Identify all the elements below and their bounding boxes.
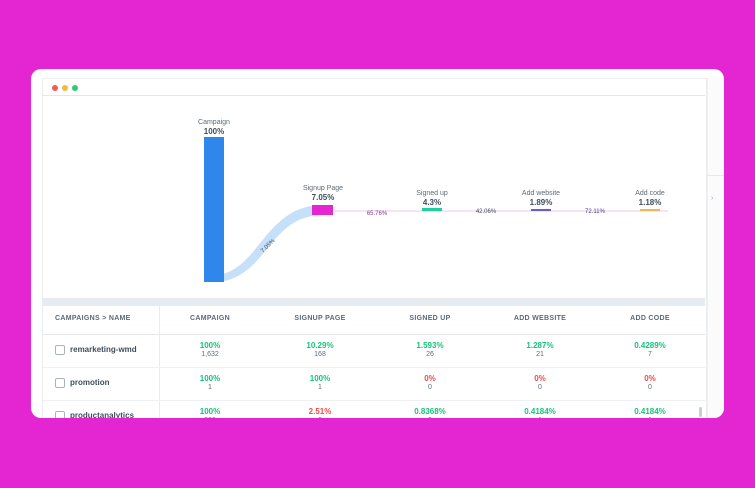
cell-percent: 0%: [424, 374, 436, 383]
column-header-signed-up[interactable]: SIGNED UP: [409, 315, 451, 322]
section-divider: [43, 298, 705, 306]
step-pct: 100%: [204, 127, 224, 136]
column-header-add-code[interactable]: ADD CODE: [630, 315, 670, 322]
step-pct: 7.05%: [312, 193, 335, 202]
flow-rate-label: 65.76%: [367, 211, 388, 217]
step-label: Signup Page: [303, 185, 343, 192]
table-cell: 100% 239: [155, 407, 265, 418]
table-cell: 10.29% 168: [265, 341, 375, 358]
table-cell: 100% 1: [265, 374, 375, 391]
cell-count: 1,632: [201, 351, 219, 358]
table-cell: 100% 1: [155, 374, 265, 391]
cell-percent: 2.51%: [308, 407, 332, 416]
cell-percent: 100%: [199, 407, 221, 416]
row-checkbox[interactable]: [55, 378, 65, 388]
table-cell: 1.593% 26: [375, 341, 485, 358]
side-panel: [707, 78, 724, 418]
table-row: promotion 100% 1 100% 1 0% 0 0% 0 0% 0: [43, 368, 705, 401]
cell-percent: 0.8368%: [414, 407, 446, 416]
scrollbar[interactable]: [699, 407, 702, 417]
main-panel: [42, 78, 707, 418]
step-pct: 4.3%: [423, 198, 441, 207]
add-website-bar[interactable]: [531, 209, 551, 211]
cell-count: 26: [426, 351, 434, 358]
divider: [707, 175, 724, 176]
cell-count: 1: [595, 417, 705, 418]
cell-count: 0: [538, 384, 542, 391]
cell-percent: 0%: [534, 374, 546, 383]
cell-count: 7: [648, 351, 652, 358]
column-header-campaign[interactable]: CAMPAIGN: [190, 315, 230, 322]
cell-percent: 100%: [309, 374, 331, 383]
table-row: remarketing-wmd 100% 1,632 10.29% 168 1.…: [43, 335, 705, 368]
campaign-name[interactable]: productanalytics: [70, 411, 135, 418]
table-cell: 0% 0: [595, 374, 705, 391]
table-cell: 2.51% 6: [265, 407, 375, 418]
cell-percent: 0.4184%: [524, 407, 556, 416]
cell-count: 1: [208, 384, 212, 391]
signup-page-bar[interactable]: [312, 205, 333, 215]
cell-count: 2: [375, 417, 485, 418]
table-row: productanalytics 100% 239 2.51% 6 0.8368…: [43, 401, 705, 418]
row-checkbox[interactable]: [55, 345, 65, 355]
table-cell: 0.4184% 1: [485, 407, 595, 418]
column-header-name[interactable]: CAMPAIGNS > NAME: [55, 315, 131, 322]
minimize-window-button[interactable]: [62, 85, 68, 91]
campaign-name[interactable]: remarketing-wmd: [70, 345, 137, 354]
cell-count: 0: [428, 384, 432, 391]
cell-count: 1: [485, 417, 595, 418]
cell-count: 0: [648, 384, 652, 391]
cell-percent: 1.287%: [526, 341, 554, 350]
step-pct: 1.18%: [639, 198, 662, 207]
cell-percent: 10.29%: [306, 341, 334, 350]
close-window-button[interactable]: [52, 85, 58, 91]
step-label: Add website: [522, 190, 560, 197]
campaign-bar[interactable]: [204, 137, 224, 282]
cell-percent: 100%: [199, 341, 221, 350]
flow-rate-label: 42.06%: [476, 209, 497, 215]
cell-count: 239: [155, 417, 265, 418]
column-header-add-website[interactable]: ADD WEBSITE: [513, 315, 567, 322]
step-label: Add code: [635, 190, 665, 197]
table-cell: 0.4184% 1: [595, 407, 705, 418]
table-cell: 100% 1,632: [155, 341, 265, 358]
window-titlebar: [31, 69, 724, 97]
table-cell: 0.8368% 2: [375, 407, 485, 418]
step-label: Signed up: [416, 190, 448, 197]
cell-percent: 0.4289%: [634, 341, 666, 350]
cell-percent: 0%: [644, 374, 656, 383]
add-code-bar[interactable]: [640, 209, 660, 211]
cell-count: 6: [265, 417, 375, 418]
maximize-window-button[interactable]: [72, 85, 78, 91]
cell-percent: 100%: [199, 374, 221, 383]
campaign-table: CAMPAIGNS > NAME CAMPAIGN SIGNUP PAGE SI…: [43, 306, 705, 418]
table-cell: 0% 0: [485, 374, 595, 391]
table-header: CAMPAIGNS > NAME CAMPAIGN SIGNUP PAGE SI…: [43, 306, 705, 335]
cell-percent: 0.4184%: [634, 407, 666, 416]
step-pct: 1.89%: [530, 198, 553, 207]
cell-count: 21: [536, 351, 544, 358]
cell-percent: 1.593%: [416, 341, 444, 350]
app-window: › Campaign 100% Signup Page 7.05% Signed…: [31, 69, 724, 418]
signed-up-bar[interactable]: [422, 208, 442, 211]
table-cell: 1.287% 21: [485, 341, 595, 358]
table-cell: 0.4289% 7: [595, 341, 705, 358]
campaign-name[interactable]: promotion: [70, 378, 110, 387]
column-header-signup-page[interactable]: SIGNUP PAGE: [294, 315, 346, 322]
cell-count: 1: [318, 384, 322, 391]
funnel-chart: Campaign 100% Signup Page 7.05% Signed u…: [198, 119, 668, 282]
divider: [42, 95, 705, 96]
flow-rate-label: 72.11%: [585, 209, 606, 215]
chevron-right-icon[interactable]: ›: [711, 195, 714, 202]
column-divider: [159, 306, 160, 418]
cell-count: 168: [314, 351, 326, 358]
step-label: Campaign: [198, 119, 230, 126]
flow-ribbon: [213, 205, 323, 282]
row-checkbox[interactable]: [55, 411, 65, 418]
table-cell: 0% 0: [375, 374, 485, 391]
